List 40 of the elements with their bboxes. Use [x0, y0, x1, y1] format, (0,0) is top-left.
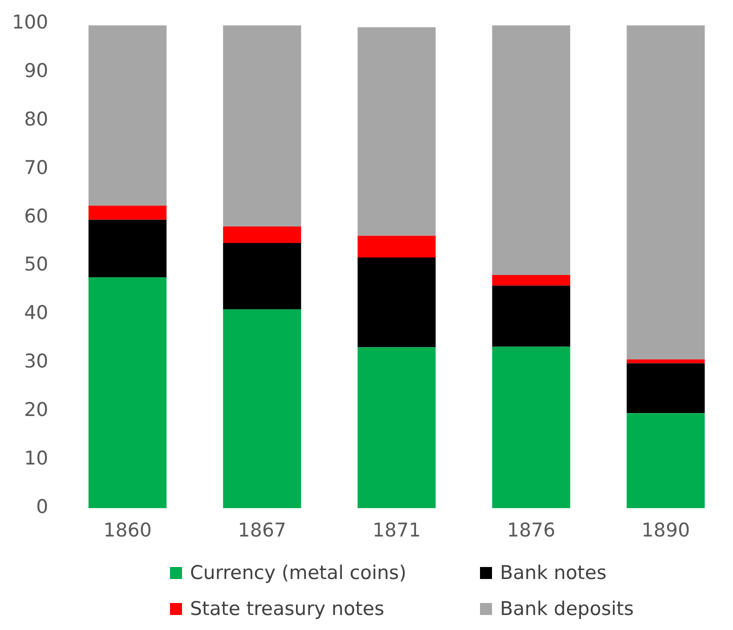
y-tick-label: 20 — [24, 399, 48, 422]
bar — [358, 27, 436, 236]
y-tick-label: 70 — [24, 156, 48, 179]
bar — [88, 277, 167, 508]
y-tick-label: 30 — [24, 350, 48, 373]
y-tick-label: 50 — [24, 254, 48, 276]
bar — [223, 25, 302, 227]
bar — [88, 25, 167, 206]
bar — [88, 220, 167, 278]
bar — [626, 363, 705, 414]
bar — [223, 243, 302, 310]
x-tick-label: 1871 — [372, 520, 421, 542]
bar — [358, 258, 436, 348]
y-tick-label: 40 — [24, 302, 48, 324]
x-tick-label: 1876 — [507, 520, 556, 542]
bar — [223, 226, 302, 244]
legend-label: Bank deposits — [500, 598, 634, 620]
bar — [626, 25, 705, 360]
y-tick-label: 10 — [24, 448, 48, 470]
y-tick-label: 0 — [36, 496, 48, 518]
bar — [223, 309, 302, 508]
bar — [492, 346, 570, 508]
x-tick-label: 1860 — [103, 520, 152, 542]
bar — [492, 25, 570, 276]
legend-label: Bank notes — [500, 562, 606, 584]
legend-label: State treasury notes — [190, 598, 384, 620]
y-tick-label: 100 — [12, 11, 48, 34]
y-tick-label: 80 — [24, 108, 48, 130]
bar — [358, 347, 436, 508]
bar — [88, 206, 167, 220]
bar — [492, 275, 570, 286]
x-tick-label: 1867 — [238, 520, 286, 542]
legend-label: Currency (metal coins) — [190, 562, 406, 584]
y-tick-label: 60 — [24, 205, 48, 228]
bar — [358, 236, 436, 258]
x-tick-label: 1890 — [642, 520, 690, 542]
bar — [626, 413, 705, 508]
bar — [626, 359, 705, 364]
bar — [492, 286, 570, 347]
y-tick-label: 90 — [24, 60, 48, 82]
